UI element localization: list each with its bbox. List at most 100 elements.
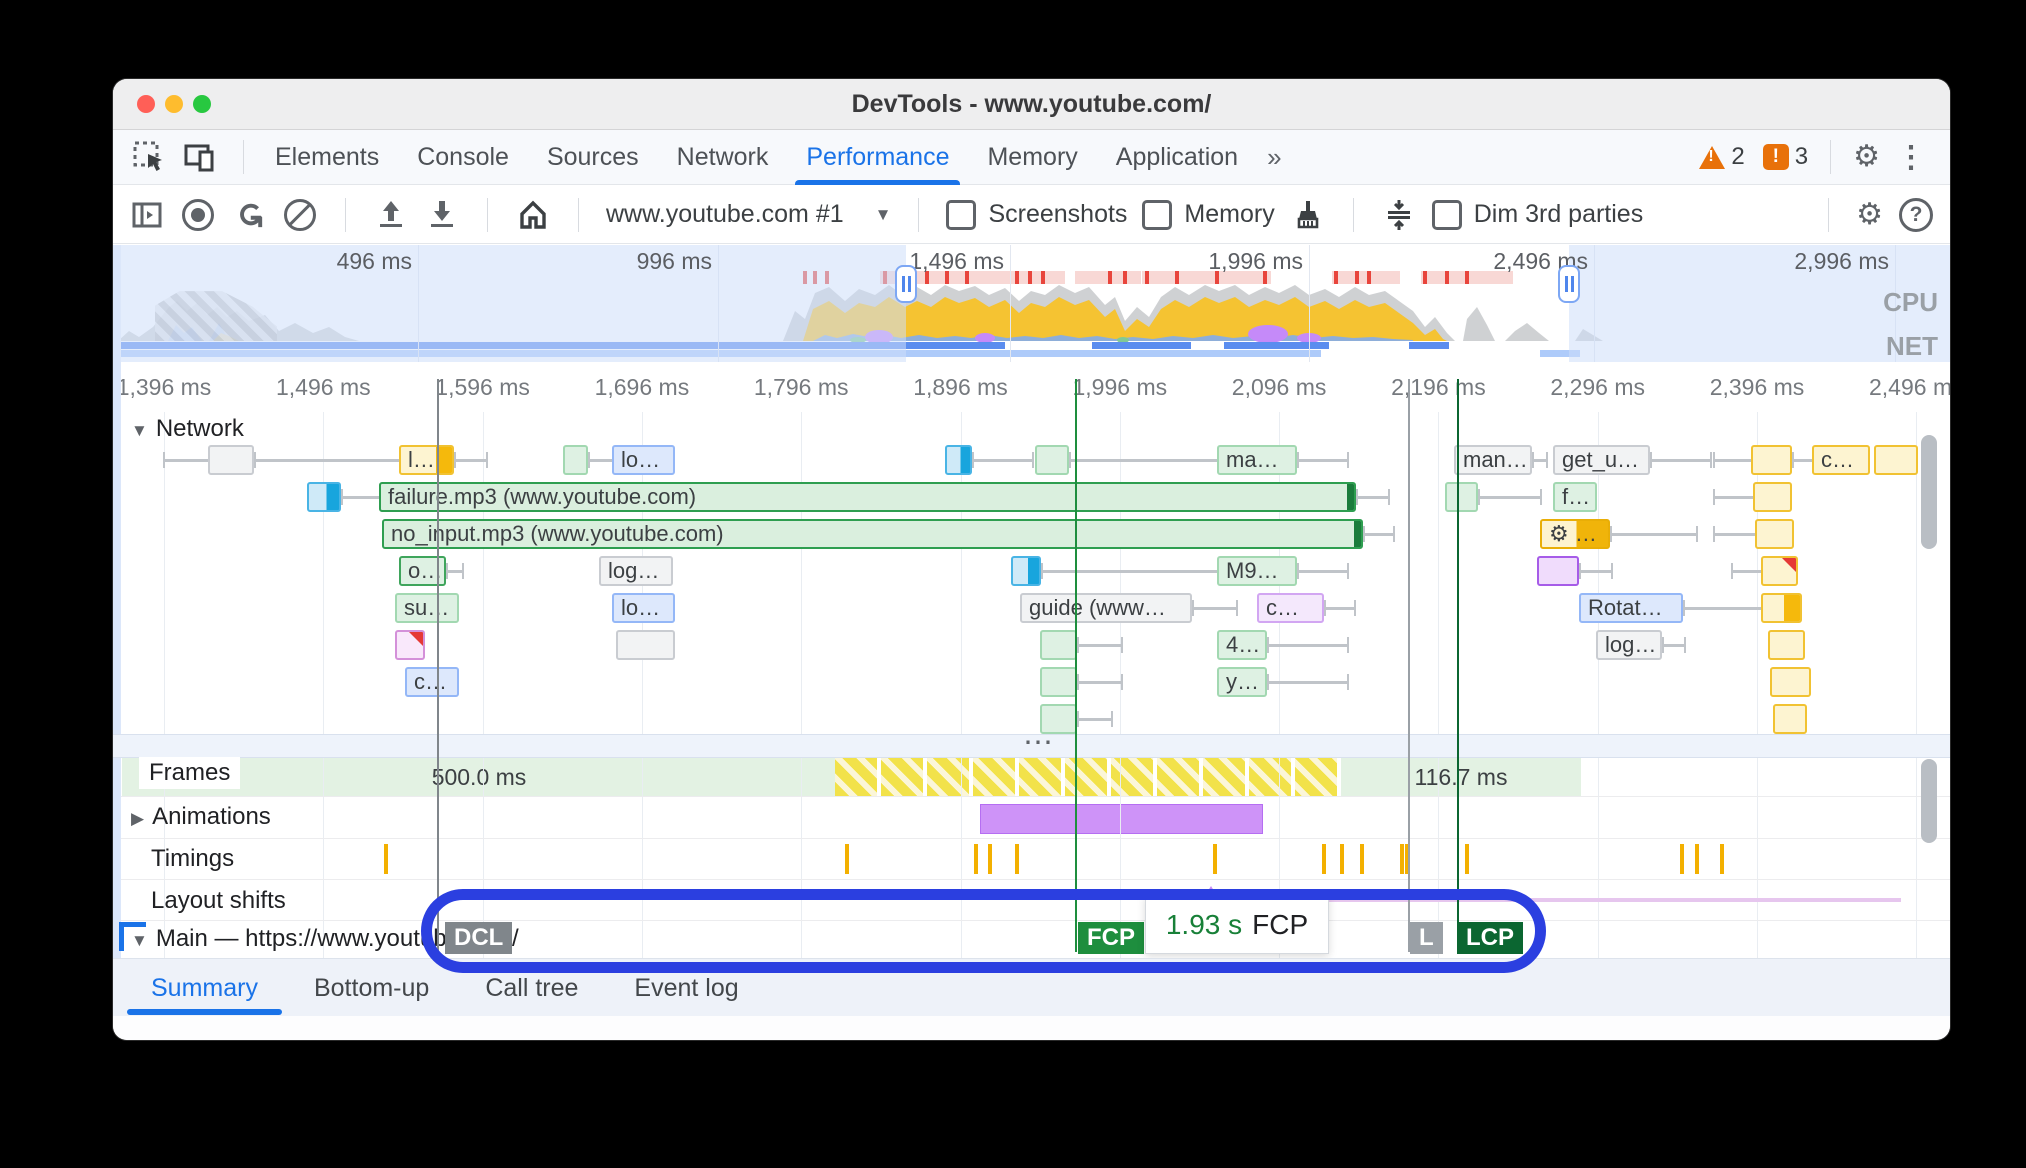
settings-gear-icon[interactable]: ⚙ (1853, 140, 1880, 173)
close-window-button[interactable] (137, 95, 155, 113)
more-tabs-icon[interactable]: » (1267, 141, 1282, 172)
dim-3rd-parties-checkbox[interactable]: Dim 3rd parties (1431, 199, 1643, 230)
network-request[interactable] (1874, 445, 1918, 475)
issues-counter[interactable]: ! 3 (1762, 143, 1808, 171)
upload-profile-icon[interactable] (373, 197, 409, 233)
capture-settings-gear-icon[interactable]: ⚙ (1856, 197, 1883, 231)
network-request[interactable]: lo… (612, 593, 675, 623)
history-dropdown[interactable]: www.youtube.com #1 (606, 200, 844, 228)
help-icon[interactable]: ? (1898, 197, 1934, 233)
memory-checkbox[interactable]: Memory (1142, 199, 1275, 230)
bottom-tab-summary[interactable]: Summary (123, 959, 286, 1017)
screenshots-checkbox[interactable]: Screenshots (946, 199, 1127, 230)
network-request[interactable]: M9… (1217, 556, 1297, 586)
network-request[interactable]: ⚙ … (1540, 519, 1610, 549)
fcp-marker-badge[interactable]: FCP (1078, 922, 1144, 954)
network-request[interactable]: l… (399, 445, 454, 475)
network-request[interactable] (1011, 556, 1041, 586)
layout-shifts-track-label[interactable]: Layout shifts (151, 887, 286, 914)
tab-elements[interactable]: Elements (275, 142, 380, 171)
timeline-overview[interactable]: 496 ms 996 ms 1,496 ms 1,996 ms 2,496 ms 2,99… (113, 245, 1950, 363)
bottom-tab-call-tree[interactable]: Call tree (485, 973, 579, 1002)
network-request[interactable] (1770, 667, 1811, 697)
dcl-marker-badge[interactable]: DCL (445, 922, 513, 954)
zoom-window-button[interactable] (193, 95, 211, 113)
expand-arrow-icon[interactable]: ▼ (131, 421, 148, 440)
network-request[interactable]: c… (405, 667, 459, 697)
network-request[interactable]: su… (395, 593, 459, 623)
network-request[interactable] (1761, 593, 1802, 623)
warnings-counter[interactable]: 2 (1699, 143, 1745, 171)
record-icon[interactable] (180, 197, 216, 233)
l-marker-badge[interactable]: L (1410, 922, 1443, 954)
tab-performance[interactable]: Performance (787, 130, 968, 185)
tab-memory[interactable]: Memory (987, 142, 1078, 171)
minimize-window-button[interactable] (165, 95, 183, 113)
network-request[interactable] (1445, 482, 1478, 512)
download-profile-icon[interactable] (424, 197, 460, 233)
network-request[interactable] (1040, 630, 1077, 660)
network-request[interactable]: get_u… (1553, 445, 1650, 475)
clear-icon[interactable] (282, 197, 318, 233)
network-request[interactable] (395, 630, 425, 660)
network-request[interactable] (307, 482, 341, 512)
animation-bar[interactable] (980, 804, 1263, 834)
network-request[interactable]: Rotat… (1579, 593, 1683, 623)
network-request[interactable]: f… (1553, 482, 1597, 512)
network-request[interactable]: 4… (1217, 630, 1267, 660)
network-request[interactable] (563, 445, 588, 475)
network-request[interactable] (1751, 445, 1792, 475)
network-request[interactable] (945, 445, 972, 475)
window-handle-right[interactable] (1558, 265, 1580, 303)
window-handle-left[interactable] (895, 265, 917, 303)
animations-track-label[interactable]: ▶ Animations (131, 803, 271, 830)
more-options-icon[interactable]: ⋮ (1896, 140, 1926, 174)
network-splitter[interactable]: ⋯ (113, 726, 1950, 759)
device-toolbar-icon[interactable] (181, 139, 217, 175)
network-request[interactable] (1761, 556, 1798, 586)
tab-network[interactable]: Network (676, 142, 769, 171)
network-track-label[interactable]: ▼ Network (131, 415, 244, 442)
network-request[interactable]: log… (599, 556, 673, 586)
network-request[interactable]: y… (1217, 667, 1267, 697)
toggle-sidebar-icon[interactable] (129, 197, 165, 233)
frame-segment[interactable]: 116.7 ms (1340, 758, 1582, 796)
lcp-marker-badge[interactable]: LCP (1457, 922, 1523, 954)
timings-track-label[interactable]: Timings (151, 845, 235, 872)
network-request[interactable] (1035, 445, 1069, 475)
network-request[interactable]: lo… (612, 445, 675, 475)
network-request[interactable]: c… (1812, 445, 1870, 475)
garbage-collect-icon[interactable] (1290, 197, 1326, 233)
network-request[interactable] (1537, 556, 1579, 586)
frames-track-label[interactable]: Frames (139, 757, 241, 789)
frame-segment[interactable] (835, 758, 1340, 796)
network-request[interactable]: guide (www… (1020, 593, 1192, 623)
network-request[interactable]: failure.mp3 (www.youtube.com) (379, 482, 1356, 512)
collapse-sections-icon[interactable] (1381, 197, 1417, 233)
network-scrollbar-thumb[interactable] (1921, 435, 1937, 549)
tab-sources[interactable]: Sources (546, 142, 639, 171)
dropdown-caret-icon[interactable]: ▼ (874, 204, 892, 224)
collapsed-arrow-icon[interactable]: ▶ (131, 809, 145, 828)
network-request[interactable]: log… (1596, 630, 1662, 660)
network-request[interactable] (1040, 704, 1077, 734)
network-request[interactable] (1773, 704, 1807, 734)
network-request[interactable] (1753, 482, 1792, 512)
network-request[interactable] (208, 445, 254, 475)
reload-and-record-icon[interactable]: ↻ (230, 200, 268, 229)
network-request[interactable]: ma… (1217, 445, 1297, 475)
network-request[interactable] (1040, 667, 1077, 697)
network-request[interactable]: no_input.mp3 (www.youtube.com) (382, 519, 1363, 549)
home-icon[interactable] (515, 197, 551, 233)
expand-arrow-icon[interactable]: ▼ (131, 931, 148, 950)
tab-application[interactable]: Application (1115, 142, 1239, 171)
bottom-tab-event-log[interactable]: Event log (634, 973, 739, 1002)
network-request[interactable]: c… (1257, 593, 1324, 623)
network-request[interactable] (1755, 519, 1794, 549)
tracks-scrollbar-thumb[interactable] (1921, 759, 1937, 843)
bottom-tab-bottom-up[interactable]: Bottom-up (313, 973, 430, 1002)
network-request[interactable] (616, 630, 675, 660)
network-request[interactable] (1768, 630, 1805, 660)
inspect-element-icon[interactable] (131, 139, 167, 175)
network-request[interactable]: man… (1454, 445, 1532, 475)
